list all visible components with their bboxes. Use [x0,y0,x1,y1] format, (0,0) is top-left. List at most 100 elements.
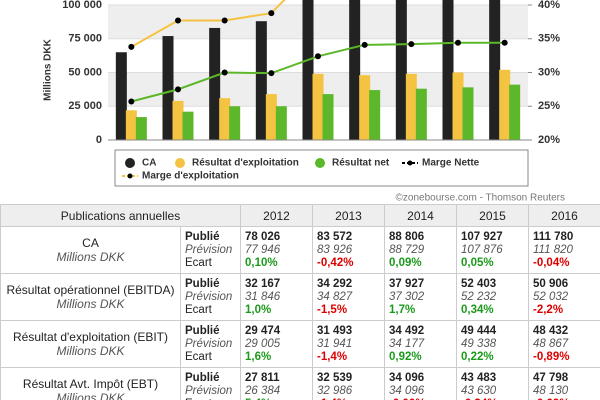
kind-label: Publié [185,277,220,290]
published: 34 292 [317,277,353,290]
row-unit: Millions DKK [56,344,125,358]
bar [125,110,137,140]
forecast: 31 941 [317,337,353,350]
gap: 0,22% [461,350,494,363]
line-marker [315,53,321,60]
line-marker [455,39,461,46]
kind-label: Ecart [185,256,212,269]
y2-tick-label: 40% [538,0,560,11]
row-label: CA [82,236,99,250]
table-title: Publications annuelles [0,204,242,227]
bar [275,106,287,140]
kind-label: Publié [185,324,220,337]
y-tick-label: 100 000 [62,0,102,11]
bar [462,87,474,140]
forecast: 29 005 [245,337,281,350]
bar [442,0,454,140]
gap: 0,09% [389,256,422,269]
line-marker [268,70,275,77]
bar [229,106,241,140]
published: 31 493 [317,324,353,337]
y2-tick-label: 35% [538,33,560,45]
row-label-cell: CA Millions DKK [0,226,181,274]
value-cell: 111 780 111 820 -0,04% [528,226,600,274]
forecast: 111 820 [533,243,573,256]
bar [219,98,231,140]
legend-label: Marge d'exploitation [142,171,239,182]
gap: -1,4% [317,398,380,400]
line-marker [128,43,135,50]
forecast: 43 630 [461,384,497,397]
y-tick-label: 0 [96,134,102,146]
y-tick-label: 25 000 [68,100,102,112]
gap: -0,34% [461,398,524,400]
row-unit: Millions DKK [56,297,125,311]
table: Publications annuelles 2012 2013 2014 2015 20… [0,204,600,400]
row-label-cell: Résultat Avt. Impôt (EBT) Millions DKK [0,367,181,400]
value-cell: 49 444 49 338 0,22% [456,320,530,368]
gap: -0,89% [533,350,570,363]
kind-label: Prévision [185,290,233,303]
bar [162,36,174,140]
plot-band [108,5,528,39]
gap: -1,4% [317,350,348,363]
year: 2012 [240,204,314,227]
published: 37 927 [389,277,425,290]
gap: -0,42% [317,256,354,269]
y2-tick-label: 30% [538,66,560,78]
plot [108,0,528,140]
value-cell: 48 432 48 867 -0,89% [528,320,600,368]
year: 2016 [528,204,600,227]
legend-box [114,149,529,187]
legend-marker [315,158,325,168]
table-row: Résultat Avt. Impôt (EBT) Millions DKK Pub… [0,367,600,400]
forecast: 34 096 [389,384,425,397]
value-cell: 107 927 107 876 0,05% [456,226,530,274]
bar [255,21,267,140]
legend-marker [407,160,413,166]
bar [415,88,427,140]
value-cell: 32 167 31 846 1,0% [240,273,314,321]
line-marker [175,17,181,24]
forecast: 88 729 [389,243,425,256]
line-marker [408,41,415,48]
legend-marker [125,158,135,168]
forecast: 37 302 [389,290,425,303]
forecast: 49 338 [461,337,497,350]
legend-marker [175,158,185,168]
row-unit: Millions DKK [56,250,125,264]
published: 34 492 [389,324,425,337]
line-marker [361,41,368,48]
published: 27 811 [245,371,280,384]
published: 48 432 [533,324,569,337]
bar [359,75,371,140]
forecast: 52 232 [461,290,497,303]
bar [499,69,511,140]
bar [302,0,314,140]
gap: 1,7% [389,303,416,316]
line-marker [501,39,508,46]
legend-label: CA [142,158,156,169]
published: 47 798 [533,371,569,384]
bar [405,73,417,140]
year: 2015 [456,204,530,227]
row-label: Résultat Avt. Impôt (EBT) [22,377,159,391]
value-cell: 29 474 29 005 1,6% [240,320,314,368]
published: 88 806 [389,230,425,243]
bar [265,94,277,140]
kind-label: Prévision [185,243,233,256]
forecast: 83 926 [317,243,353,256]
line-marker [221,69,228,76]
source: ©zonebourse.com - Thomson Reuters [396,193,565,204]
y2-tick-label: 25% [538,100,560,112]
bar [369,90,381,140]
value-cell: 37 927 37 302 1,7% [384,273,458,321]
bar [452,72,464,140]
legend-label: Marge Nette [422,158,480,169]
value-cell: 50 906 52 032 -2,2% [528,273,600,321]
gap: 1,0% [245,303,272,316]
